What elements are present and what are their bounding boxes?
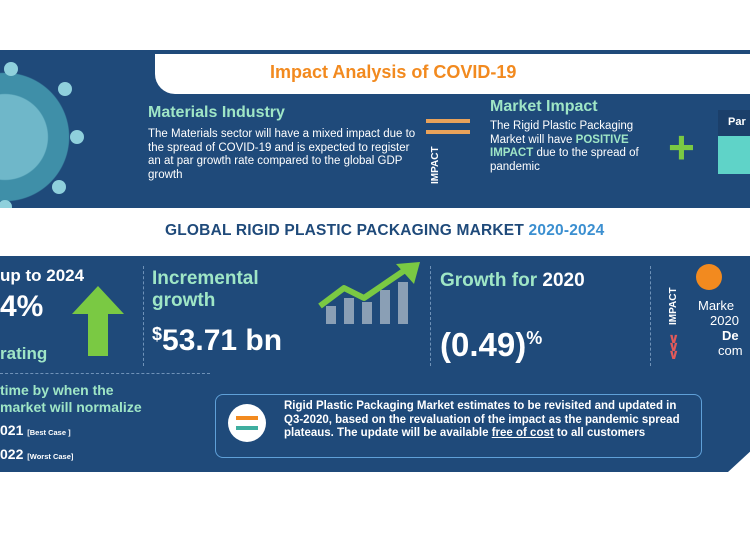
- partial-label: Par: [718, 110, 750, 136]
- sun-icon: [696, 264, 722, 290]
- market-text-1: Marke: [698, 298, 735, 313]
- materials-title: Materials Industry: [148, 104, 285, 121]
- impact-label-2: IMPACT: [668, 287, 679, 325]
- cagr-value: 4%: [0, 290, 44, 323]
- virus-icon: [0, 62, 84, 208]
- refresh-icon: [228, 404, 266, 442]
- growth-chart-icon: [318, 262, 420, 324]
- divider: [143, 266, 144, 366]
- positive-impact-highlight: POSITIVE IMPACT: [490, 133, 629, 160]
- normalize-title: time by when the market will normalize: [0, 382, 142, 415]
- divider: [650, 266, 651, 366]
- up-arrow-icon: [72, 286, 124, 356]
- divider: [0, 373, 210, 374]
- free-of-cost-link: free of cost: [491, 427, 554, 439]
- cagr-title: up to 2024: [0, 266, 85, 285]
- market-text-4: com: [718, 343, 743, 358]
- market-years: 2020-2024: [528, 222, 605, 239]
- materials-text: The Materials sector will have a mixed i…: [148, 128, 416, 181]
- worst-case: 022 [Worst Case]: [0, 446, 74, 462]
- incremental-title: Incremental growth: [152, 268, 259, 311]
- market-text-2: 2020: [710, 313, 739, 328]
- growth-2020-value: (0.49)%: [440, 326, 543, 363]
- impact-title-box: [155, 54, 750, 94]
- update-note-box: [215, 394, 702, 458]
- growth-2020-title: Growth for 2020: [440, 270, 585, 291]
- market-title: GLOBAL RIGID PLASTIC PACKAGING MARKET 20…: [165, 222, 605, 239]
- impact-title: Impact Analysis of COVID-19: [270, 62, 517, 82]
- market-band: [0, 208, 750, 256]
- exchange-arrows-icon: [426, 112, 470, 141]
- best-case: 021 [Best Case ]: [0, 422, 71, 438]
- impact-label: IMPACT: [430, 146, 441, 184]
- market-text-3: De: [722, 328, 739, 343]
- divider: [430, 266, 431, 366]
- incremental-value: $53.71 bn: [152, 324, 283, 357]
- market-impact-text: The Rigid Plastic Packaging Market will …: [490, 120, 639, 173]
- cagr-sub: rating: [0, 344, 48, 363]
- plus-icon: +: [668, 121, 695, 173]
- market-impact-title: Market Impact: [490, 98, 598, 115]
- chevron-down-icon: ∨ ∨ ∨: [668, 330, 680, 362]
- update-note-text: Rigid Plastic Packaging Market estimates…: [284, 400, 680, 439]
